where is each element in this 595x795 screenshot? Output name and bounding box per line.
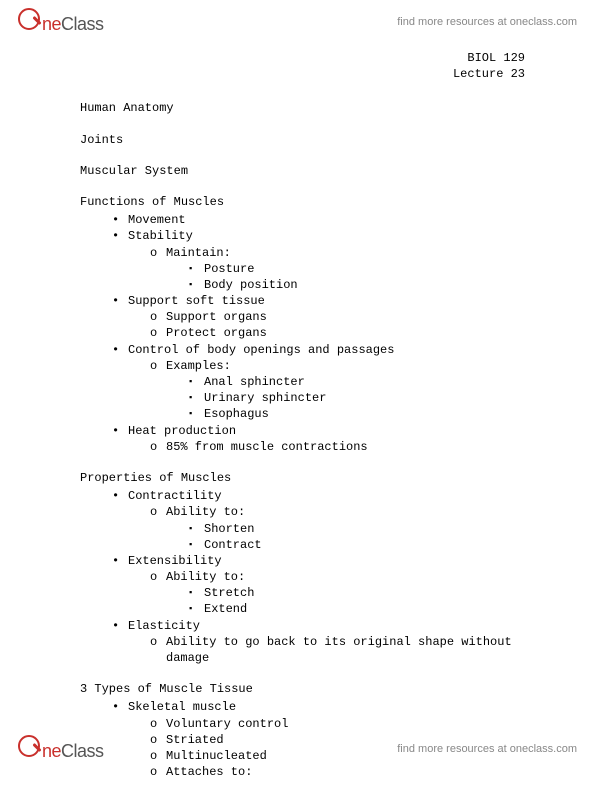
heading-properties: Properties of Muscles xyxy=(80,470,535,486)
list-item: Contractility Ability to: Shorten Contra… xyxy=(80,488,535,553)
magnifier-icon xyxy=(18,8,40,30)
list-item: Heat production 85% from muscle contract… xyxy=(80,423,535,455)
heading-types: 3 Types of Muscle Tissue xyxy=(80,681,535,697)
list-item: Contract xyxy=(166,537,535,553)
header-bar: ne Class find more resources at oneclass… xyxy=(0,0,595,43)
list-item: Stability Maintain: Posture Body positio… xyxy=(80,228,535,293)
heading-anatomy: Human Anatomy xyxy=(80,100,535,116)
course-code: BIOL 129 xyxy=(80,50,525,66)
list-item: Posture xyxy=(166,261,535,277)
list-item: Ability to: Stretch Extend xyxy=(128,569,535,618)
list-item: Stretch xyxy=(166,585,535,601)
list-item: Control of body openings and passages Ex… xyxy=(80,342,535,423)
list-item: Esophagus xyxy=(166,406,535,422)
logo-text-one: ne xyxy=(42,741,61,762)
heading-muscular: Muscular System xyxy=(80,163,535,179)
list-item: Anal sphincter xyxy=(166,374,535,390)
list-item: Extensibility Ability to: Stretch Extend xyxy=(80,553,535,618)
lecture-number: Lecture 23 xyxy=(80,66,525,82)
properties-section: Properties of Muscles Contractility Abil… xyxy=(80,470,535,666)
brand-logo-footer[interactable]: ne Class xyxy=(18,735,104,762)
logo-text-class: Class xyxy=(61,741,104,762)
find-more-link-bottom[interactable]: find more resources at oneclass.com xyxy=(397,743,577,755)
list-item: 85% from muscle contractions xyxy=(128,439,535,455)
list-item: Protect organs xyxy=(128,325,535,341)
list-item: Support organs xyxy=(128,309,535,325)
list-item: Examples: Anal sphincter Urinary sphinct… xyxy=(128,358,535,423)
functions-section: Functions of Muscles Movement Stability … xyxy=(80,194,535,455)
list-item: Ability to go back to its original shape… xyxy=(128,634,535,666)
magnifier-icon xyxy=(18,735,40,757)
logo-text-class: Class xyxy=(61,14,104,35)
logo-text-one: ne xyxy=(42,14,61,35)
list-item: Ability to: Shorten Contract xyxy=(128,504,535,553)
course-header: BIOL 129 Lecture 23 xyxy=(80,50,525,82)
list-item: Shorten xyxy=(166,521,535,537)
list-item: Movement xyxy=(80,212,535,228)
heading-functions: Functions of Muscles xyxy=(80,194,535,210)
footer-bar: ne Class find more resources at oneclass… xyxy=(0,727,595,770)
list-item: Maintain: Posture Body position xyxy=(128,245,535,294)
list-item: Urinary sphincter xyxy=(166,390,535,406)
list-item: Extend xyxy=(166,601,535,617)
find-more-link-top[interactable]: find more resources at oneclass.com xyxy=(397,16,577,28)
list-item: Elasticity Ability to go back to its ori… xyxy=(80,618,535,667)
brand-logo[interactable]: ne Class xyxy=(18,8,104,35)
list-item: Body position xyxy=(166,277,535,293)
document-content: BIOL 129 Lecture 23 Human Anatomy Joints… xyxy=(80,50,535,795)
heading-joints: Joints xyxy=(80,132,535,148)
list-item: Support soft tissue Support organs Prote… xyxy=(80,293,535,342)
